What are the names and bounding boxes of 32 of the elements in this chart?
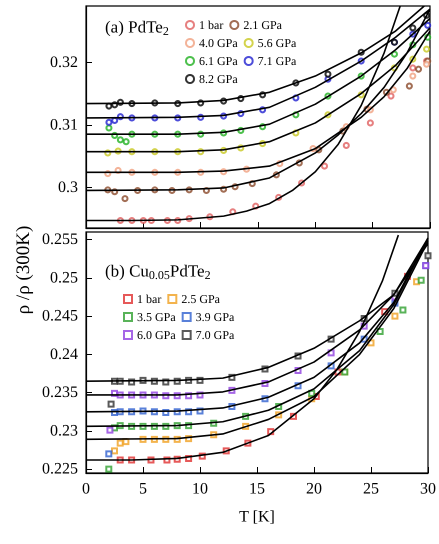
x-tick-label: 10 xyxy=(192,480,208,498)
legend-label: 2.5 GPa xyxy=(181,292,221,306)
legend-label: 7.1 GPa xyxy=(258,54,298,68)
y-tick-label: 0.31 xyxy=(50,116,78,134)
y-tick-label: 0.23 xyxy=(50,422,78,440)
x-tick-label: 5 xyxy=(139,480,147,498)
x-tick-label: 20 xyxy=(306,480,322,498)
x-tick-label: 15 xyxy=(249,480,265,498)
legend-label: 6.0 GPa xyxy=(137,328,176,342)
y-tick-label: 0.225 xyxy=(42,460,78,478)
x-axis-title: T [K] xyxy=(239,508,275,526)
y-tick-label: 0.235 xyxy=(42,384,78,402)
legend-label: 3.9 GPa xyxy=(196,310,236,324)
y-tick-label: 0.245 xyxy=(42,308,78,325)
y-tick-label: 0.32 xyxy=(50,54,78,71)
x-tick-label: 30 xyxy=(420,480,436,498)
legend-label: 7.0 GPa xyxy=(196,328,236,342)
legend-label: 1 bar xyxy=(137,292,162,306)
y-tick-label: 0.3 xyxy=(58,178,78,196)
legend-label: 5.6 GPa xyxy=(258,36,298,50)
x-tick-label: 25 xyxy=(363,480,379,498)
legend-label: 8.2 GPa xyxy=(199,72,238,86)
y-tick-label: 0.24 xyxy=(50,346,78,363)
legend-label: 6.1 GPa xyxy=(199,54,238,68)
y-tick-label: 0.255 xyxy=(42,231,78,248)
legend-label: 4.0 GPa xyxy=(199,36,238,50)
legend-label: 3.5 GPa xyxy=(137,310,176,324)
legend-label: 1 bar xyxy=(199,18,224,32)
x-tick-label: 0 xyxy=(82,480,90,498)
y-tick-label: 0.25 xyxy=(50,269,78,286)
legend-label: 2.1 GPa xyxy=(243,18,283,32)
y-axis-title: ρ /ρ (300K) xyxy=(13,226,35,314)
